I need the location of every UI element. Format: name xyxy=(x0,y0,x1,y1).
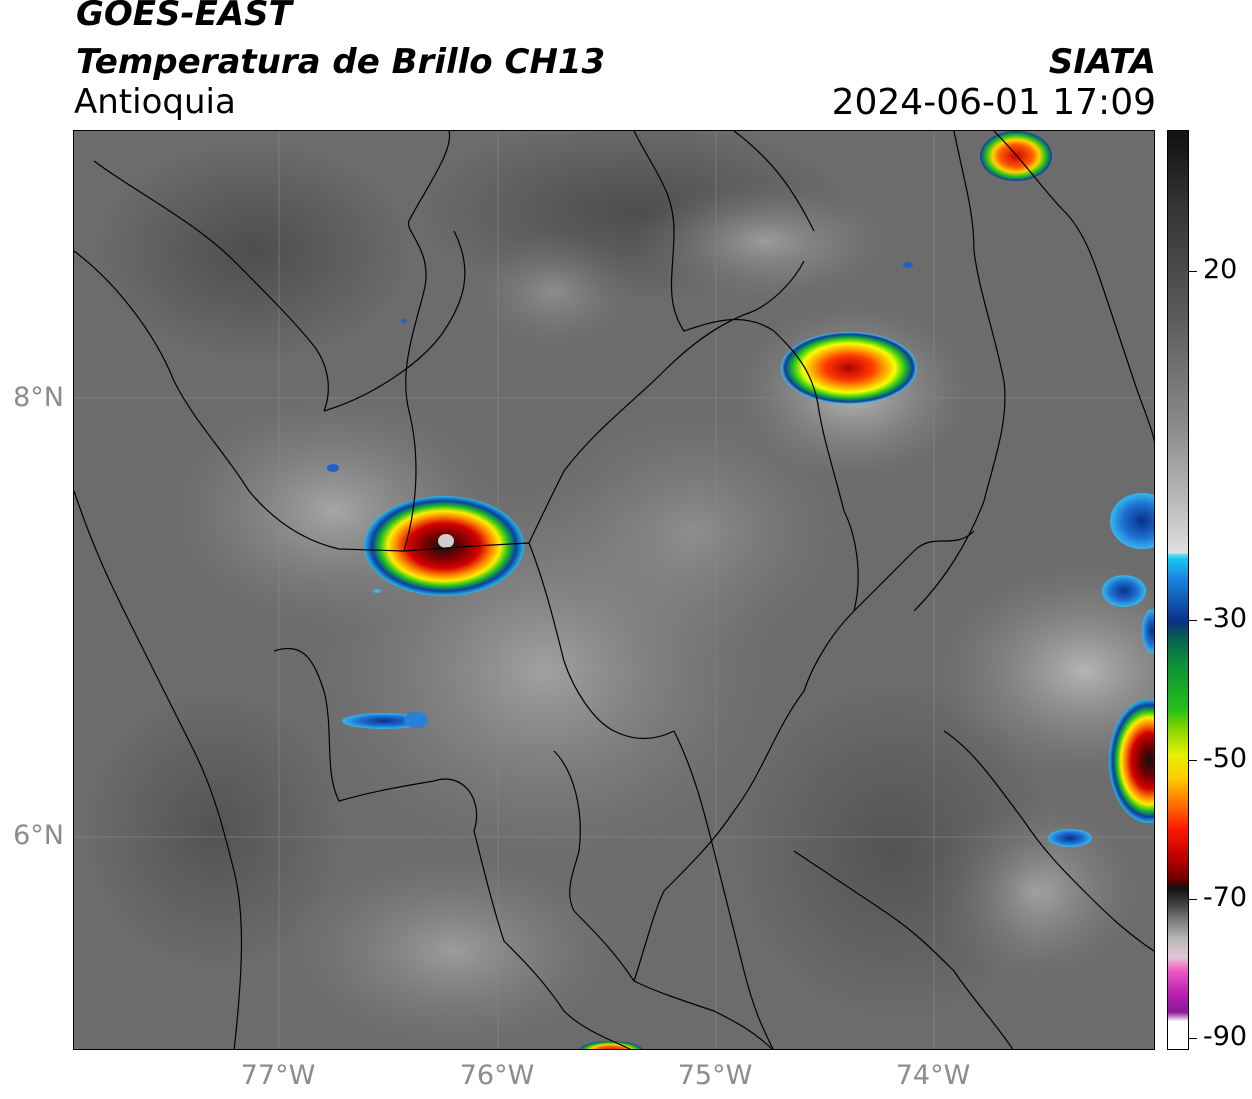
graticule xyxy=(74,131,1154,1049)
convective-cell-northeast xyxy=(980,131,1052,181)
colorbar-label-minus70: -70 xyxy=(1203,882,1248,913)
colorbar-label-minus90: -90 xyxy=(1203,1021,1248,1052)
convective-cell-north xyxy=(781,332,917,404)
small-cells xyxy=(327,262,913,593)
map-canvas xyxy=(74,131,1154,1049)
title-product: Temperatura de Brillo CH13 xyxy=(76,42,606,82)
lon-label-76w: 76°W xyxy=(459,1060,535,1091)
convective-cell-west xyxy=(364,496,524,596)
title-region: Antioquia xyxy=(74,82,236,122)
colorbar-label-20: 20 xyxy=(1203,254,1238,285)
lat-label-6n: 6°N xyxy=(13,820,64,851)
lon-label-74w: 74°W xyxy=(895,1060,971,1091)
colorbar-tick-minus70 xyxy=(1189,899,1197,900)
colorbar-tick-minus90 xyxy=(1189,1038,1197,1039)
title-satellite: GOES-EAST xyxy=(76,0,292,34)
title-organization: SIATA xyxy=(1048,42,1156,82)
title-datetime: 2024-06-01 17:09 xyxy=(831,82,1156,123)
colorbar-label-minus30: -30 xyxy=(1203,603,1248,634)
convective-cell-southwest xyxy=(342,712,428,729)
colorbar-tick-minus30 xyxy=(1189,620,1197,621)
lon-label-75w: 75°W xyxy=(677,1060,753,1091)
colorbar-label-minus50: -50 xyxy=(1203,743,1248,774)
lon-label-77w: 77°W xyxy=(240,1060,316,1091)
satellite-map xyxy=(73,130,1155,1050)
colorbar-tick-minus50 xyxy=(1189,760,1197,761)
convective-cell-east xyxy=(1048,493,1154,847)
colorbar-tick-20 xyxy=(1189,271,1197,272)
colorbar xyxy=(1167,130,1189,1050)
lat-label-8n: 8°N xyxy=(13,382,64,413)
cloud-texture xyxy=(84,131,1154,1049)
borders xyxy=(74,131,1154,1049)
